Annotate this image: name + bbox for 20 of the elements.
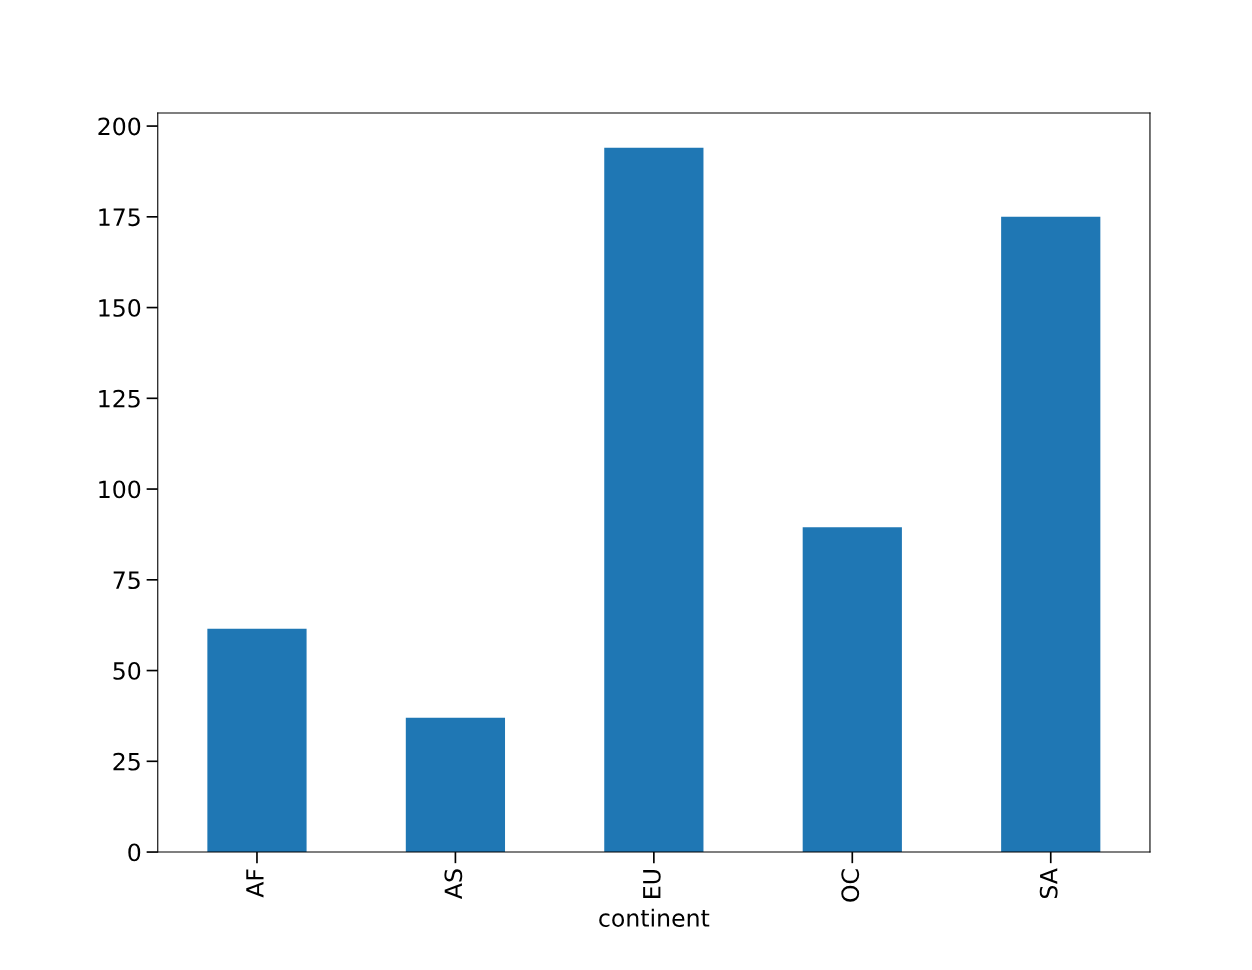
x-tick-label: AS [444, 869, 463, 899]
y-tick-label: 125 [99, 389, 140, 408]
y-tick-label: 50 [113, 662, 141, 680]
bar [207, 628, 307, 853]
y-tick-label: 75 [113, 571, 140, 590]
y-tick-label: 200 [98, 117, 141, 136]
y-tick-label: 0 [128, 843, 141, 862]
y-tick-label: 25 [113, 752, 140, 771]
x-tick-label: EU [643, 870, 661, 898]
y-tick-label: 150 [99, 299, 141, 317]
x-tick-label: AF [246, 869, 264, 898]
bar [604, 147, 704, 853]
bar [802, 527, 902, 853]
x-tick-label: SA [1039, 868, 1058, 899]
x-axis-title: continent [599, 908, 710, 927]
bar [405, 717, 506, 853]
y-tick-label: 100 [99, 480, 141, 499]
y-tick-label: 175 [99, 208, 140, 227]
x-tick-label: OC [841, 869, 860, 902]
bar [1001, 216, 1101, 853]
